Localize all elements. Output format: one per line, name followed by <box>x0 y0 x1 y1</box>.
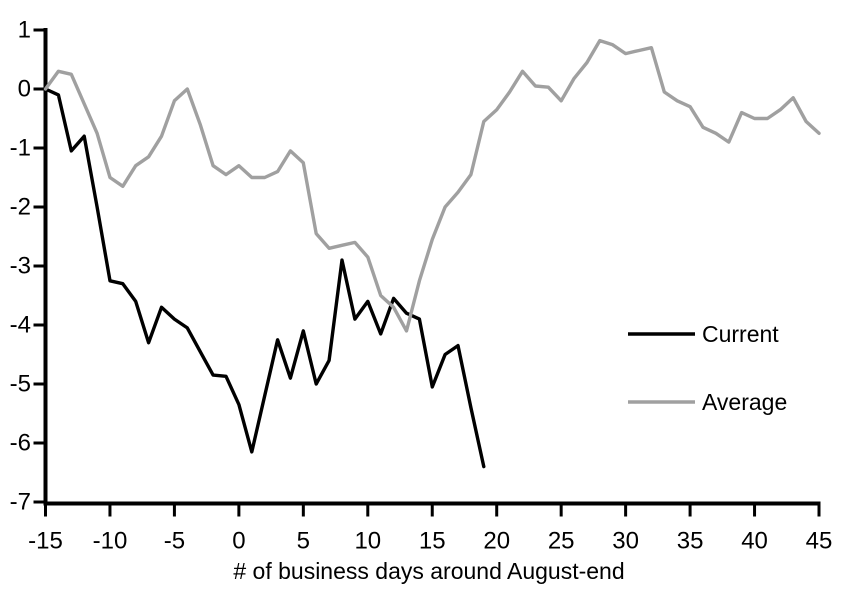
legend: Current Average <box>628 321 787 415</box>
x-tick-label: 10 <box>354 528 381 555</box>
y-tick-label: -2 <box>10 194 31 221</box>
x-tick-label: 30 <box>612 528 639 555</box>
x-tick-label: -10 <box>93 528 128 555</box>
y-tick-label: 0 <box>18 76 31 103</box>
y-tick-label: -3 <box>10 253 31 280</box>
average-line <box>43 38 821 333</box>
legend-label-current: Current <box>702 321 779 347</box>
x-axis-title: # of business days around August-end <box>233 558 624 584</box>
x-tick-label: 15 <box>419 528 446 555</box>
x-tick-label: -15 <box>28 528 63 555</box>
current-line <box>43 87 486 469</box>
y-tick-label: -1 <box>10 135 31 162</box>
x-tick-label: 25 <box>548 528 575 555</box>
x-tick-label: 5 <box>297 528 310 555</box>
x-tick-label: 40 <box>741 528 768 555</box>
series <box>43 38 821 469</box>
x-tick-label: 35 <box>677 528 704 555</box>
axes: 10-1-2-3-4-5-6-7-15 -10 -5 0 5 10 15 20 25 30 35 40… <box>10 17 833 555</box>
x-tick-label: 0 <box>232 528 245 555</box>
y-tick-label: -5 <box>10 371 31 398</box>
y-tick-label: 1 <box>18 17 31 44</box>
x-tick-label: 45 <box>806 528 833 555</box>
x-tick-label: -5 <box>164 528 185 555</box>
legend-label-average: Average <box>702 389 787 415</box>
y-tick-label: -7 <box>10 489 31 516</box>
x-tick-label: 20 <box>483 528 510 555</box>
y-tick-label: -6 <box>10 430 31 457</box>
y-tick-label: -4 <box>10 312 31 339</box>
